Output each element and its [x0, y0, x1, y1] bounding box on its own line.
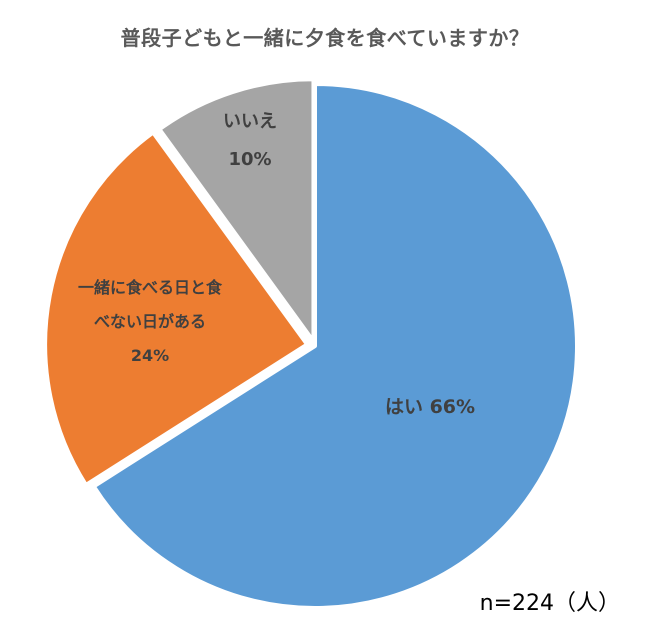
pie-slice-2: [43, 130, 310, 487]
chart-title: 普段子どもと一緒に夕食を食べていますか？: [120, 26, 530, 50]
pie-label-3: いいえ 10%: [223, 111, 277, 170]
sample-size-note: n=224（人）: [479, 591, 620, 616]
pie-slices: [43, 77, 579, 610]
pie-label-1-line-1: はい 66%: [385, 396, 475, 418]
pie-labels: はい 66% 一緒に食べる日と食べない日がある 24% いいえ 10%: [78, 111, 475, 418]
pie-label-2-line-2: べない日がある: [94, 312, 206, 331]
pie-label-3-line-2: 10%: [228, 149, 271, 170]
pie-label-1: はい 66%: [385, 396, 475, 418]
pie-slice-3: [157, 77, 316, 344]
pie-label-2-line-3: 24%: [131, 346, 169, 365]
pie-slice-1: [91, 82, 579, 610]
pie-label-2: 一緒に食べる日と食べない日がある 24%: [78, 278, 223, 365]
pie-label-2-line-1: 一緒に食べる日と食: [78, 278, 223, 297]
pie-label-3-line-1: いいえ: [223, 111, 277, 132]
